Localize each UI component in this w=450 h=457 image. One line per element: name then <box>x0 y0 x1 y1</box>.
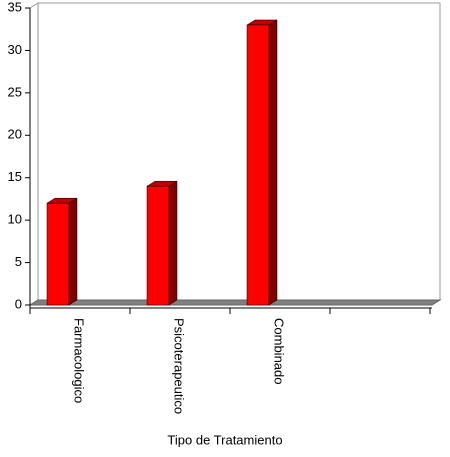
floor <box>28 299 442 306</box>
bar-side <box>68 197 78 306</box>
y-tick-label: 15 <box>8 169 22 184</box>
y-tick-label: 10 <box>8 212 22 227</box>
back-wall <box>37 2 441 301</box>
x-tick-label: Psicoterapeutico <box>172 318 187 414</box>
bar <box>46 202 70 306</box>
side-wall <box>29 2 39 306</box>
bar <box>146 185 170 306</box>
y-tick-label: 5 <box>15 254 22 269</box>
y-tick-label: 25 <box>8 84 22 99</box>
y-tick-label: 35 <box>8 0 22 14</box>
x-tick-label: Farmacologico <box>72 318 87 403</box>
y-tick-label: 0 <box>15 296 22 311</box>
bar <box>246 24 270 306</box>
bar-side <box>168 180 178 306</box>
x-axis-title: Tipo de Tratamiento <box>167 432 282 447</box>
x-tick-label: Combinado <box>272 318 287 385</box>
y-tick-label: 30 <box>8 42 22 57</box>
bar-side <box>268 19 278 306</box>
y-tick-label: 20 <box>8 127 22 142</box>
